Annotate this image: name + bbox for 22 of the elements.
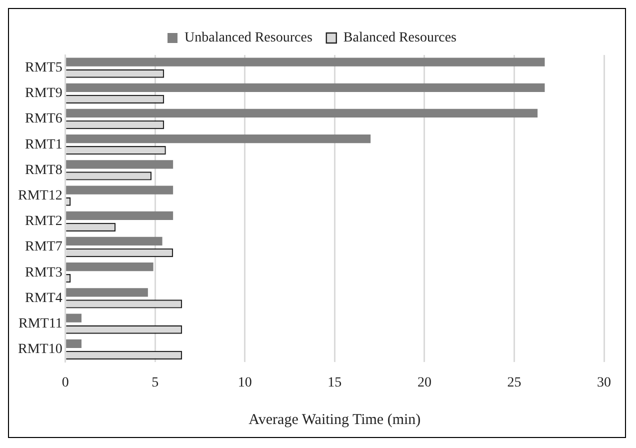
- legend-label: Unbalanced Resources: [184, 30, 312, 46]
- y-tick-label: RMT8: [24, 162, 62, 178]
- y-tick-label: RMT1: [24, 137, 62, 152]
- y-tick-label: RMT2: [24, 214, 62, 230]
- y-tick-label: RMT6: [24, 112, 62, 127]
- y-tick-label: RMT11: [18, 316, 62, 332]
- x-tick-label: 5: [152, 375, 159, 390]
- y-tick-label: RMT4: [24, 290, 62, 306]
- y-tick-label: RMT10: [18, 342, 62, 358]
- y-tick-label: RMT12: [18, 188, 62, 204]
- y-tick-label: RMT3: [24, 265, 62, 280]
- y-tick-label: RMT5: [24, 60, 62, 76]
- x-tick-label: 25: [507, 375, 522, 390]
- x-tick-label: 15: [328, 375, 342, 390]
- x-tick-label: 0: [62, 375, 69, 390]
- x-tick-label: 10: [238, 375, 252, 390]
- legend-label: Balanced Resources: [343, 30, 457, 46]
- x-tick-label: 20: [417, 375, 432, 390]
- y-tick-label: RMT9: [24, 86, 62, 102]
- y-tick-label: RMT7: [24, 240, 62, 255]
- x-tick-label: 30: [597, 375, 611, 390]
- x-axis-title: Average Waiting Time (min): [248, 412, 421, 428]
